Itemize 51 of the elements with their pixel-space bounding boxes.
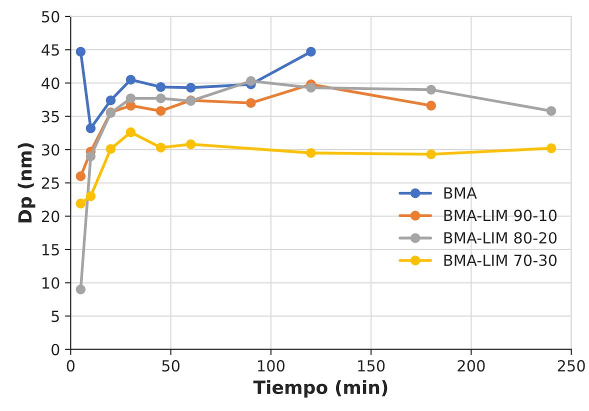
point bbox=[186, 82, 196, 93]
point bbox=[246, 76, 256, 86]
y-tick-label: 45 bbox=[42, 44, 59, 56]
y-tick-label: 40 bbox=[42, 77, 60, 90]
point bbox=[126, 74, 136, 85]
y-tick-label: 25 bbox=[42, 177, 59, 189]
point bbox=[76, 198, 86, 208]
point bbox=[186, 139, 196, 150]
legend-label: BMA bbox=[444, 187, 477, 199]
point bbox=[156, 93, 166, 104]
point bbox=[426, 84, 436, 95]
point bbox=[426, 149, 436, 160]
point bbox=[76, 284, 86, 294]
point bbox=[106, 95, 116, 106]
y-tick-label: 35 bbox=[42, 110, 59, 122]
legend-label: BMA-LIM 80-20 bbox=[444, 232, 557, 244]
legend-label: BMA-LIM 70-30 bbox=[444, 254, 557, 266]
y-tick-label: 15 bbox=[42, 244, 59, 256]
y-tick-label: 0 bbox=[52, 344, 60, 356]
point bbox=[156, 106, 166, 116]
point bbox=[126, 93, 136, 104]
point bbox=[546, 106, 556, 116]
legend-label: BMA-LIM 90-10 bbox=[444, 210, 557, 222]
point bbox=[306, 82, 316, 93]
x-axis-title: Tiempo (min) bbox=[253, 380, 388, 398]
y-axis-title: Dp (nm) bbox=[18, 143, 36, 222]
point bbox=[76, 171, 86, 182]
point bbox=[306, 46, 316, 57]
point bbox=[86, 191, 96, 202]
y-tick-label: 30 bbox=[42, 144, 60, 156]
x-tick-label: 250 bbox=[558, 360, 585, 372]
point bbox=[426, 100, 436, 111]
x-tick-label: 0 bbox=[66, 360, 75, 372]
point bbox=[76, 46, 86, 57]
y-tick-label: 20 bbox=[42, 210, 60, 222]
x-tick-label: 200 bbox=[458, 360, 485, 372]
point bbox=[126, 127, 136, 138]
y-tick-label: 50 bbox=[42, 10, 60, 22]
point bbox=[246, 98, 256, 108]
point bbox=[106, 144, 116, 154]
point bbox=[156, 142, 166, 152]
point bbox=[86, 123, 96, 134]
point bbox=[86, 151, 96, 162]
x-tick-label: 150 bbox=[358, 360, 385, 372]
y-tick-label: 10 bbox=[42, 277, 60, 289]
x-tick-label: 50 bbox=[162, 360, 180, 372]
point bbox=[306, 148, 316, 158]
point bbox=[546, 143, 556, 154]
x-tick-label: 100 bbox=[258, 360, 285, 372]
point bbox=[156, 82, 166, 92]
y-tick-label: 5 bbox=[52, 310, 59, 322]
